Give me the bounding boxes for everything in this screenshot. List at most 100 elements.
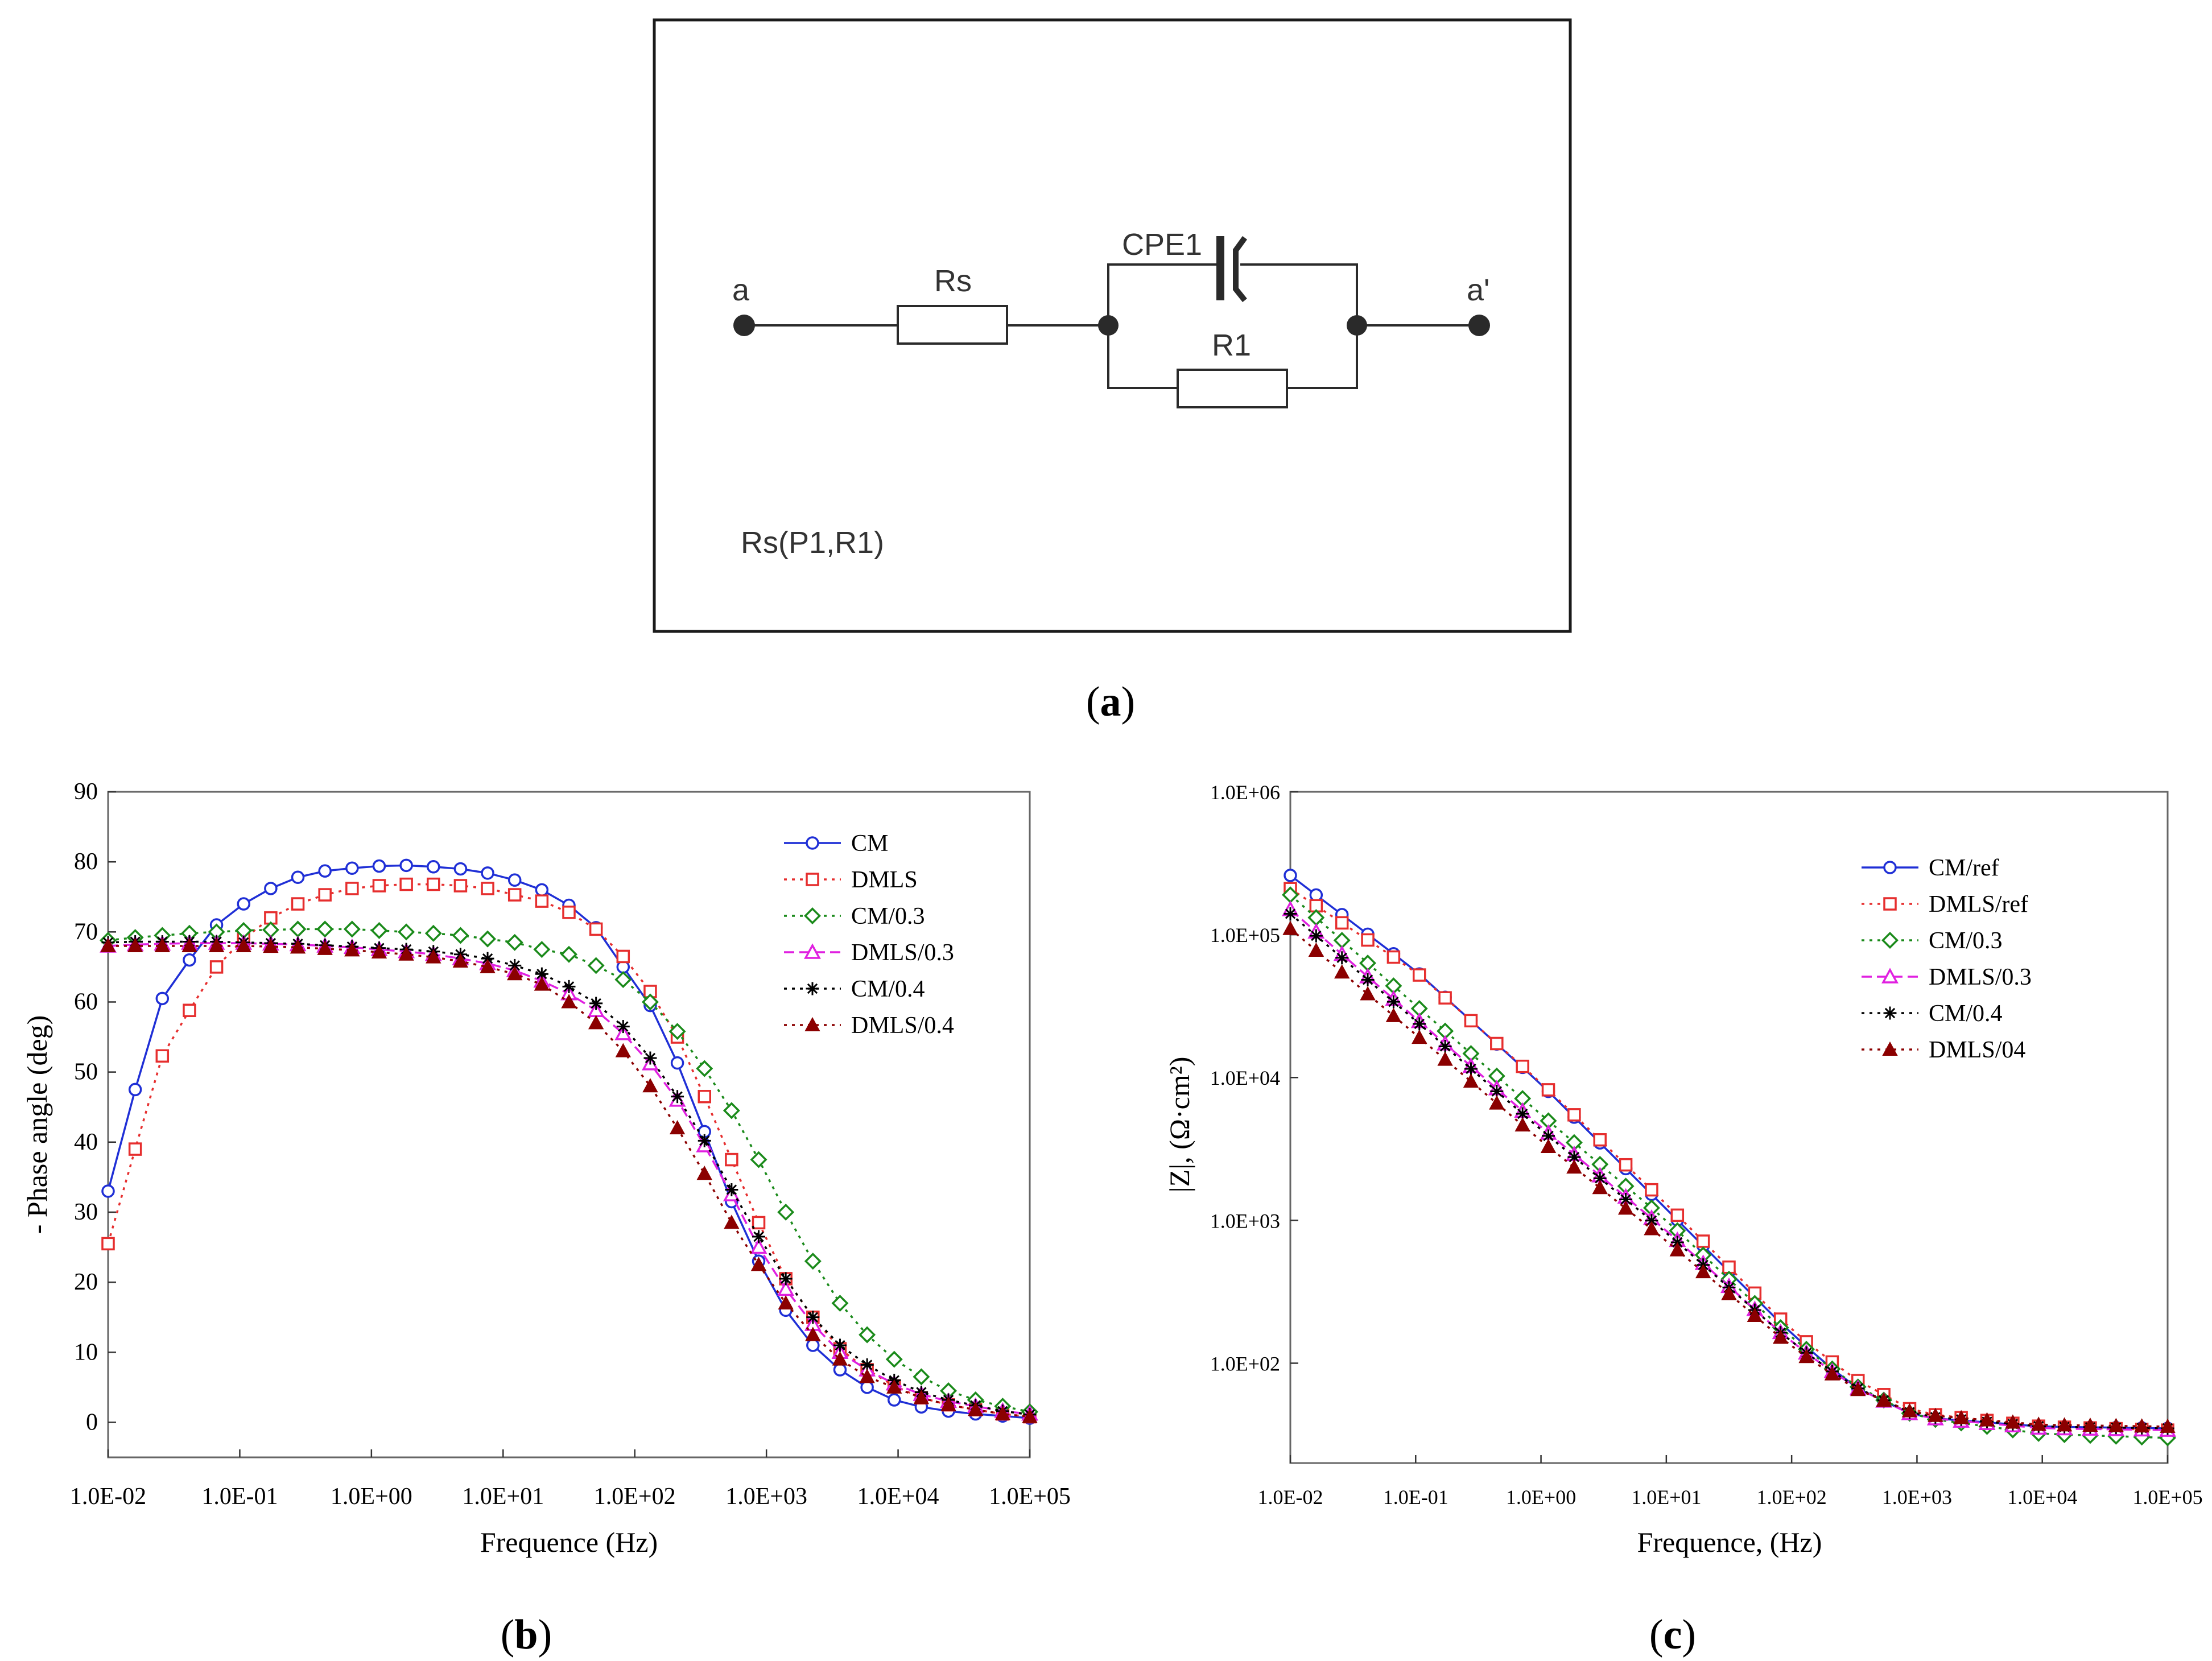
data-point	[1360, 986, 1376, 1001]
data-point	[398, 946, 414, 961]
data-point	[1386, 950, 1401, 964]
data-point	[1361, 973, 1375, 986]
legend-label: DMLS/ref	[1929, 891, 2028, 918]
data-point	[427, 860, 440, 874]
legend-item: CM	[784, 830, 888, 857]
data-point	[562, 906, 576, 919]
legend-marker	[804, 1017, 820, 1031]
data-point	[1413, 1017, 1426, 1031]
data-point	[2160, 1418, 2176, 1433]
data-point	[750, 1238, 767, 1254]
x-tick-label: 1.0E+04	[2007, 1486, 2077, 1509]
data-point	[534, 976, 550, 991]
data-point	[101, 1237, 115, 1251]
legend-item: CM/0.3	[1862, 928, 2003, 954]
data-point	[1928, 1407, 1943, 1422]
data-point	[671, 1090, 684, 1104]
data-point	[453, 879, 468, 893]
data-point	[750, 1151, 767, 1168]
series-cm	[101, 858, 1037, 1425]
data-point	[372, 859, 386, 873]
data-point	[1309, 888, 1323, 902]
rs-label: Rs	[934, 264, 972, 298]
data-point	[752, 1216, 766, 1230]
data-point	[481, 866, 494, 880]
legend-item: DMLS/04	[1862, 1037, 2025, 1063]
data-point	[507, 873, 522, 887]
data-point	[725, 1152, 738, 1167]
caption-c: (c)	[1649, 1612, 1696, 1658]
data-point	[1645, 1183, 1658, 1197]
legend-item: CM/0.4	[1862, 1001, 2003, 1027]
data-point	[616, 949, 630, 964]
y-tick-label: 40	[74, 1129, 98, 1155]
data-point	[832, 1351, 848, 1366]
junction-left	[1098, 315, 1119, 336]
data-point	[343, 920, 361, 938]
data-point	[806, 1311, 820, 1324]
x-tick-label: 1.0E+00	[1506, 1486, 1576, 1509]
x-tick-label: 1.0E+05	[2132, 1486, 2202, 1509]
legend-label: CM/0.4	[851, 976, 925, 1002]
data-point	[209, 960, 224, 974]
y-tick-label: 10	[74, 1339, 98, 1365]
data-point	[316, 920, 334, 938]
data-point	[424, 924, 442, 942]
wire-bottom-right	[1287, 325, 1358, 389]
data-point	[560, 945, 577, 963]
data-point	[1361, 933, 1375, 947]
data-point	[1385, 1007, 1402, 1022]
data-point	[533, 941, 551, 958]
legend-marker	[1881, 968, 1899, 984]
y-tick-label: 0	[86, 1409, 98, 1435]
data-point	[317, 940, 333, 955]
y-tick-label: 50	[74, 1059, 98, 1085]
data-point	[344, 942, 360, 957]
data-point	[968, 1402, 984, 1416]
data-point	[479, 930, 497, 948]
data-point	[1695, 1264, 1711, 1279]
data-point	[427, 877, 440, 891]
data-point	[1566, 1159, 1582, 1174]
junction-right	[1347, 315, 1367, 336]
data-point	[2082, 1417, 2098, 1432]
node-a-prime-label: a'	[1467, 273, 1489, 307]
data-point	[994, 1406, 1011, 1420]
data-point	[453, 862, 468, 876]
y-tick-label: 60	[74, 989, 98, 1015]
legend-marker	[806, 982, 819, 995]
x-tick-label: 1.0E+01	[462, 1484, 544, 1510]
data-point	[399, 858, 413, 873]
data-point	[208, 937, 225, 952]
data-point	[398, 923, 415, 941]
data-point	[1437, 1051, 1453, 1066]
data-point	[723, 1102, 740, 1119]
data-point	[100, 937, 116, 952]
data-point	[1463, 1073, 1479, 1088]
data-point	[1619, 1158, 1633, 1172]
data-point	[2005, 1414, 2021, 1429]
plot-frame	[1289, 791, 2169, 1464]
data-point	[643, 1051, 657, 1065]
data-point	[724, 1214, 740, 1229]
legend-label: DMLS/0.4	[851, 1013, 954, 1039]
y-axis-label: |Z|, (Ω·cm²)	[1163, 1057, 1195, 1193]
axis-ticks: 1.0E-02 1.0E-01 1.0E+00 1.0E+01 1.0E+02 1.0E+…	[1210, 781, 2203, 1509]
x-tick-label: 1.0E-01	[1383, 1486, 1448, 1509]
legend-marker	[804, 907, 821, 924]
data-point	[1464, 1014, 1478, 1028]
legend-item: DMLS	[784, 867, 918, 893]
wire-bottom-branch	[1107, 325, 1178, 389]
data-point	[1308, 942, 1324, 957]
data-point	[1592, 1180, 1608, 1195]
data-point	[859, 1369, 875, 1383]
series-dmls-0-4	[100, 937, 1038, 1423]
data-point	[616, 1020, 630, 1034]
data-point	[480, 958, 496, 973]
data-point	[805, 1327, 821, 1341]
data-point	[1335, 916, 1349, 930]
x-tick-label: 1.0E-02	[70, 1484, 146, 1510]
legend-marker	[1882, 1041, 1898, 1056]
data-point	[1979, 1412, 1995, 1427]
data-point	[1721, 1286, 1737, 1300]
